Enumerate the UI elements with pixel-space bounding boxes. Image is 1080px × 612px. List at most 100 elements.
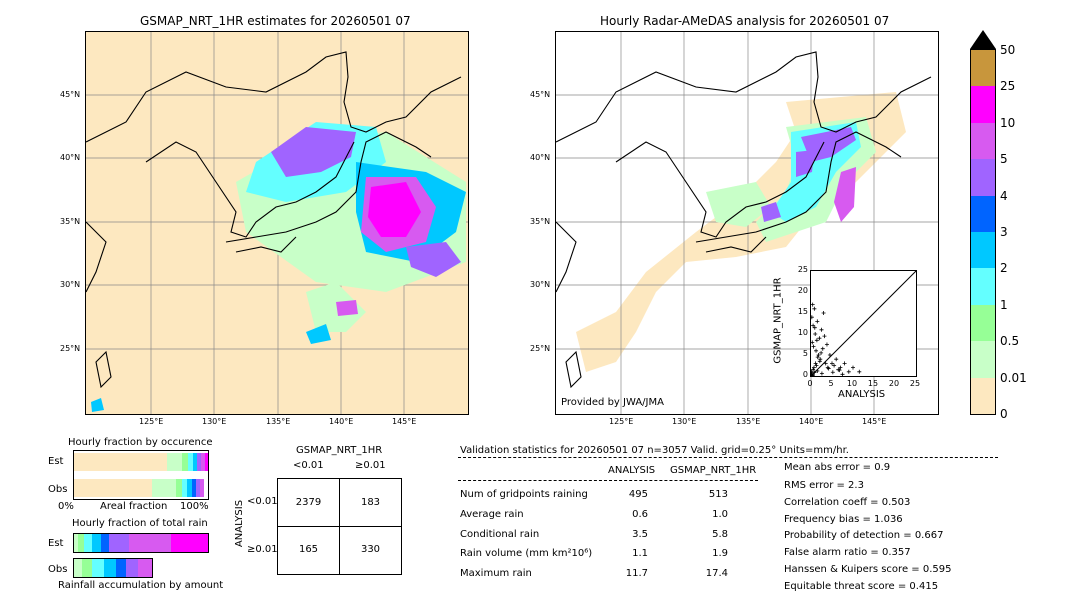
scatter-point: [809, 315, 814, 320]
validation-row-label: Maximum rain: [460, 568, 532, 579]
colorbar-segment: [971, 304, 995, 342]
scatter-point: [819, 371, 824, 376]
right-map-svg: [556, 32, 938, 414]
right-lon-label: 145°E: [862, 417, 887, 426]
validation-header: Validation statistics for 20260501 07 n=…: [460, 445, 849, 456]
scatter-ytick: 10: [797, 328, 808, 337]
total-row-obs: Obs: [48, 564, 68, 575]
colorbar-label: 50: [1000, 43, 1016, 57]
contingency-row-header: ANALYSIS: [234, 499, 246, 548]
scatter-ytick: 0: [802, 370, 808, 379]
total-bar-obs: [73, 558, 153, 578]
contingency-table: 2379 183 165 330: [277, 478, 402, 575]
colorbar-label: 25: [1000, 79, 1016, 94]
scatter-point: [815, 368, 820, 373]
contingency-cell: 183: [360, 497, 381, 508]
scatter-xtick: 0: [807, 379, 813, 388]
validation-row-label: Num of gridpoints raining: [460, 489, 588, 500]
scatter-point: [830, 370, 835, 375]
scatter-point: [814, 338, 819, 343]
left-lon-label: 140°E: [329, 417, 354, 426]
validation-row-label: Conditional rain: [460, 529, 540, 540]
right-lat-label: 45°N: [530, 90, 551, 99]
colorbar-label: 3: [1000, 225, 1008, 239]
scatter-point: [813, 361, 818, 366]
scatter-point: [811, 365, 816, 370]
contingency-cell: 330: [360, 544, 381, 555]
left-lon-label: 145°E: [392, 417, 417, 426]
total-row-est: Est: [48, 538, 64, 549]
scatter-point: [827, 353, 832, 357]
right-map-title: Hourly Radar-AMeDAS analysis for 2026050…: [600, 14, 890, 28]
contingency-col-header: GSMAP_NRT_1HR: [296, 445, 383, 456]
right-lon-label: 135°E: [736, 417, 761, 426]
scatter-point: [811, 323, 816, 328]
scatter-point: [821, 311, 826, 315]
colorbar-segment: [971, 341, 995, 378]
scatter-point: [820, 346, 825, 351]
validation-row-label: Rain volume (mm km²10⁶): [460, 548, 593, 559]
scatter-ylabel-box: GSMAP_NRT_1HR: [770, 275, 790, 375]
colorbar-label: 4: [1000, 188, 1008, 203]
colorbar-segment: [971, 377, 995, 414]
scatter-point: [851, 365, 855, 370]
occurrence-row-obs: Obs: [48, 484, 68, 495]
scatter-point: [819, 327, 824, 332]
occurrence-axis-left: 0%: [58, 501, 74, 512]
occurrence-bar-obs: [74, 479, 208, 497]
colorbar-labels: 50 25 10 5 4 3 2 1 0.5 0.01 0: [1000, 43, 1040, 423]
scatter-point: [810, 302, 815, 307]
left-map-title: GSMAP_NRT_1HR estimates for 20260501 07: [140, 14, 411, 28]
scatter-point: [817, 359, 822, 364]
validation-analysis-value: 3.5: [632, 529, 648, 540]
score-line: False alarm ratio = 0.357: [784, 547, 911, 558]
contingency-row-header-box: ANALYSIS: [232, 480, 250, 570]
scatter-point: [842, 361, 847, 366]
scatter-point: [840, 372, 845, 377]
validation-analysis-value: 1.1: [632, 548, 648, 559]
scatter-xlabel: ANALYSIS: [838, 389, 886, 400]
occurrence-bar-est: [74, 453, 208, 471]
colorbar-segment: [971, 159, 995, 196]
scatter-point: [823, 361, 828, 366]
score-line: Probability of detection = 0.667: [784, 530, 944, 541]
score-line: Frequency bias = 1.036: [784, 514, 903, 525]
scatter-point: [815, 355, 820, 360]
scatter-ytick: 5: [802, 349, 808, 358]
scatter-point: [832, 363, 837, 368]
scatter-xtick: 20: [888, 379, 900, 388]
scatter-panel: [809, 270, 917, 378]
total-chart: [73, 530, 209, 578]
occurrence-title: Hourly fraction by occurence: [68, 437, 213, 448]
colorbar-label: 10: [1000, 115, 1016, 130]
contingency-col-label: ≥0.01: [355, 460, 386, 471]
scatter-point: [809, 369, 814, 374]
contingency-col-label: <0.01: [293, 460, 324, 471]
scatter-point: [819, 350, 824, 355]
scatter-point: [812, 306, 817, 311]
scatter-ytick: 25: [797, 265, 808, 274]
score-line: Equitable threat score = 0.415: [784, 581, 939, 592]
colorbar-segment: [971, 268, 995, 305]
validation-analysis-value: 495: [628, 489, 648, 500]
right-lon-label: 140°E: [799, 417, 824, 426]
colorbar-label: 5: [1000, 152, 1008, 167]
colorbar-segment: [971, 232, 995, 269]
scatter-ytick: 20: [797, 286, 808, 295]
scatter-point: [830, 361, 834, 366]
scatter-xticks: 0 5 10 15 20 25: [807, 379, 920, 389]
scatter-point: [822, 334, 827, 339]
colorbar-label: 2: [1000, 261, 1008, 276]
scatter-point: [812, 325, 817, 330]
colorbar-segment: [971, 195, 995, 232]
colorbar-segment: [971, 86, 995, 123]
score-line: Mean abs error = 0.9: [784, 462, 891, 473]
right-lat-label: 40°N: [530, 153, 551, 162]
contingency-cell: 165: [298, 544, 319, 555]
scatter-point: [818, 357, 823, 362]
validation-subdivider: [458, 480, 758, 481]
scatter-point: [810, 340, 815, 345]
validation-gsmap-value: 1.0: [712, 509, 728, 520]
scatter-point: [857, 369, 862, 374]
validation-analysis-value: 11.7: [625, 568, 648, 579]
